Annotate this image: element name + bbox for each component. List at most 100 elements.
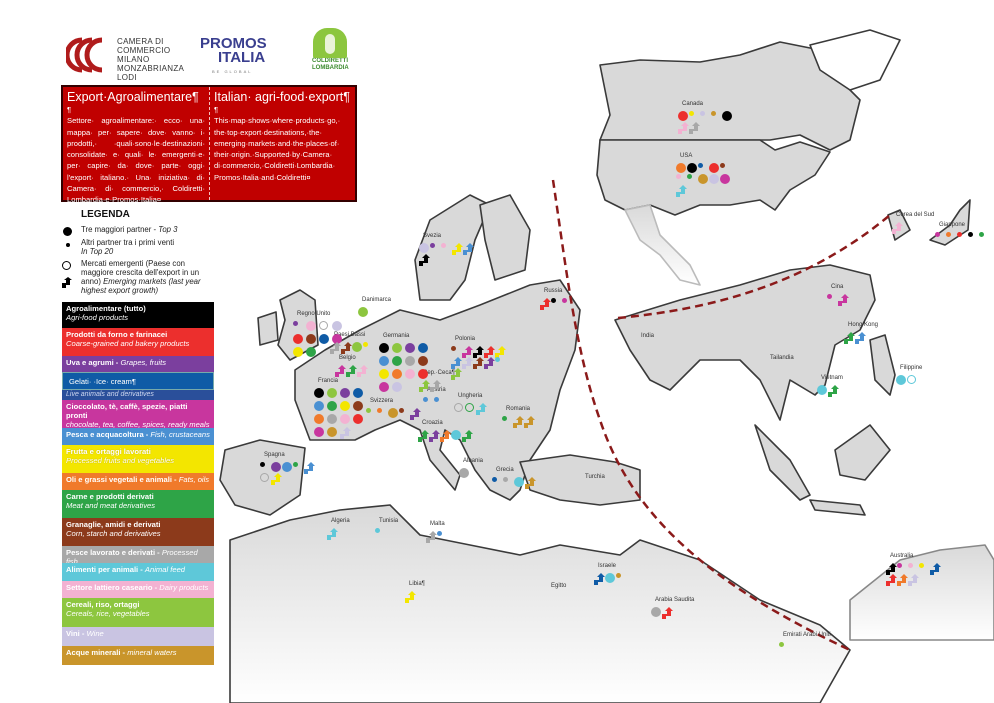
top20-partner-dot <box>897 563 902 568</box>
emerging-market-arrow-icon <box>855 332 866 344</box>
top20-partner-dot <box>676 174 681 179</box>
category-label-it: Oli e grassi vegetali e animali - <box>66 475 179 484</box>
top3-partner-dot <box>514 477 524 487</box>
top20-partner-dot <box>687 174 692 179</box>
emerging-market-arrow-icon <box>908 574 919 586</box>
emerging-arrow-icon <box>62 277 72 288</box>
top20-partner-dot <box>689 111 694 116</box>
emerging-markets-boundary-line-asia <box>617 214 891 320</box>
emerging-market-arrow-icon <box>327 528 338 540</box>
country-label: Regno Unito <box>297 311 331 317</box>
top20-partner-dot <box>711 111 716 116</box>
legend-category-meat: Carne e prodotti derivati Meat and meat d… <box>62 490 214 518</box>
country-label: Israele <box>598 563 617 569</box>
country-label: Germania <box>383 333 410 339</box>
emerging-market-arrow-icon <box>463 243 474 255</box>
top3-partner-dot <box>327 388 337 398</box>
emerging-market-arrow-icon <box>897 574 908 586</box>
category-label-it: Carne e prodotti derivati <box>66 492 154 501</box>
camera-commercio-logo-text: CAMERA DI COMMERCIO MILANO MONZABRIANZA LODI <box>117 37 185 82</box>
emerging-market-circle-icon <box>907 375 916 384</box>
legend-category-dairy: Settore lattiero caseario - Dairy produc… <box>62 581 214 598</box>
top3-partner-dot <box>722 111 732 121</box>
emerging-market-arrow-icon <box>838 294 849 306</box>
top3-partner-dot <box>327 401 337 411</box>
emerging-market-arrow-icon <box>540 298 551 310</box>
top3-partner-dot <box>651 607 661 617</box>
category-label-it: Cioccolato, tè, caffè, spezie, piatti pr… <box>66 402 188 420</box>
top3-partner-dot <box>352 342 362 352</box>
top20-partner-dot <box>451 346 456 351</box>
emerging-market-arrow-icon <box>304 462 315 474</box>
category-label-it: Frutta e ortaggi lavorati <box>66 447 151 456</box>
top3-partner-dot <box>353 401 363 411</box>
top20-partner-dot <box>441 243 446 248</box>
top3-partner-dot <box>817 385 827 395</box>
country-label: Francia <box>318 378 339 384</box>
emerging-market-arrow-icon <box>678 122 689 134</box>
top20-partner-dot <box>260 462 265 467</box>
category-label-en: Fish, crustaceans <box>150 430 210 439</box>
land-turkey <box>519 454 641 506</box>
top20-partner-dot <box>827 294 832 299</box>
category-label-en: Agri-food products <box>66 313 129 322</box>
emerging-market-arrow-icon <box>513 416 524 428</box>
intro-box: Export·Agroalimentare¶ ¶ Settore· agroal… <box>61 85 357 204</box>
top20-partner-dot <box>968 232 973 237</box>
emerging-market-arrow-icon <box>410 408 421 420</box>
top3-partner-dot <box>451 430 461 440</box>
top20-partner-dot <box>363 342 368 347</box>
country-label: Corea del Sud <box>896 212 935 218</box>
top3-partner-dot <box>306 321 316 331</box>
top3-partner-dot <box>314 427 324 437</box>
country-label: Spagna <box>264 452 285 458</box>
legend-category-water: Acque minerali - mineral waters <box>62 646 214 665</box>
camera-commercio-logo <box>66 37 103 73</box>
emerging-market-arrow-icon <box>462 357 473 369</box>
top3-partner-dot <box>605 573 615 583</box>
top3-partner-dot <box>392 369 402 379</box>
top3-partner-dot <box>379 343 389 353</box>
category-label-en: Processed fruits and vegetables <box>66 456 175 465</box>
emerging-market-arrow-icon <box>886 563 897 575</box>
emerging-market-arrow-icon <box>357 365 368 377</box>
top3-partner-dot <box>676 163 686 173</box>
legend-category-fish: Pesca e acquacoltura - Fish, crustaceans <box>62 428 214 445</box>
top3-partner-dot <box>293 347 303 357</box>
emerging-market-arrow-icon <box>886 574 897 586</box>
emerging-market-arrow-icon <box>594 573 605 585</box>
country-label: Russia <box>544 288 563 294</box>
emerging-market-arrow-icon <box>525 477 536 489</box>
country-label: Malta <box>430 521 445 527</box>
legend-category-gelati: Gelati· ·Ice· cream¶ Live animals and der… <box>62 372 214 400</box>
country-label: Austria <box>427 387 446 393</box>
emerging-market-arrow-icon <box>662 607 673 619</box>
country-label: USA <box>680 153 693 159</box>
top20-partner-dot <box>492 477 497 482</box>
legend-category-all: Agroalimentare (tutto) Agri-food products <box>62 302 214 328</box>
emerging-markets-boundary-line <box>551 179 851 652</box>
category-label-it: Settore lattiero caseario - <box>66 583 160 592</box>
land-greenland <box>809 29 901 91</box>
top3-partner-dot <box>340 414 350 424</box>
category-label-it: Alimenti per animali - <box>66 565 145 574</box>
country-label: Cina <box>831 284 844 290</box>
category-label-en: Live animals and derivatives <box>66 391 154 398</box>
top20-partner-dot <box>375 528 380 533</box>
top3-partner-dot <box>314 414 324 424</box>
top3-partner-dot <box>358 307 368 317</box>
emerging-market-arrow-icon <box>271 473 282 485</box>
category-label-it: Pesca e acquacoltura - <box>66 430 151 439</box>
top20-partner-dot <box>430 243 435 248</box>
country-label: Croazia <box>422 420 443 426</box>
top20-partner-dot <box>779 642 784 647</box>
top3-partner-dot <box>419 243 429 253</box>
category-label-it: Uva e agrumi - <box>66 358 121 367</box>
land-ireland <box>257 311 279 346</box>
top3-partner-dot <box>418 369 428 379</box>
emerging-market-arrow-icon <box>828 385 839 397</box>
country-label: Rep.·Ceca¶ <box>423 370 455 376</box>
top20-partner-dot <box>946 232 951 237</box>
country-label: Algeria <box>331 518 350 524</box>
country-label: Emirati Arabi Uniti <box>783 632 831 638</box>
